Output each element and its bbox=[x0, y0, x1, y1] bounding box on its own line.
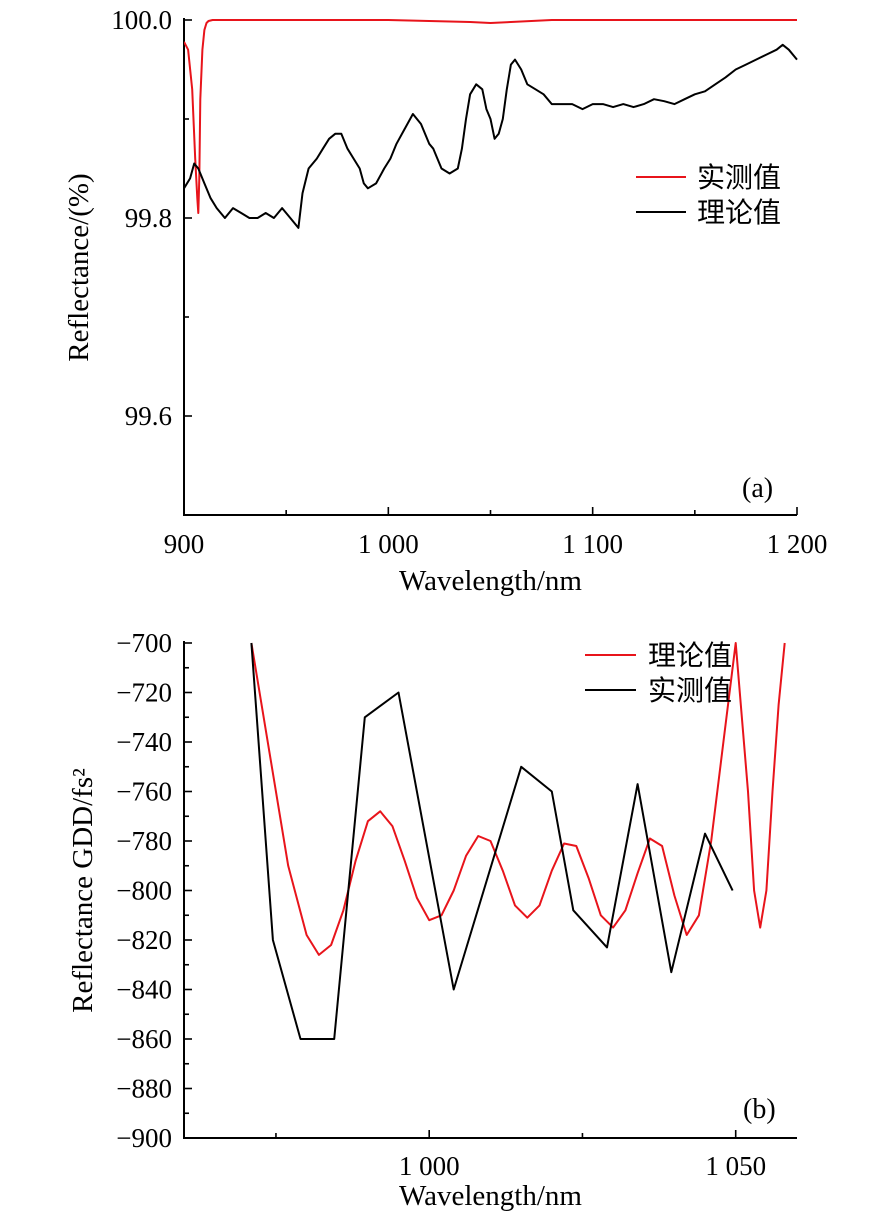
panel-a-legend-label: 理论值 bbox=[697, 196, 781, 229]
panel-b-y-tick-label: −760 bbox=[116, 777, 172, 807]
panel-a-legend-label: 实测值 bbox=[697, 161, 781, 194]
panel-b-x-tick-label: 1 000 bbox=[399, 1151, 460, 1181]
panel-a-x-tick-label: 1 000 bbox=[358, 529, 419, 559]
panel-a-reflectance-chart: 900 1 000 1 100 1 200 99.6 99.8 100.0 Wavelengt… bbox=[63, 5, 827, 597]
panel-b-y-tick-label: −800 bbox=[116, 876, 172, 906]
panel-b-x-axis-title: Wavelength/nm bbox=[399, 1180, 582, 1212]
panel-b-y-tick-label: −820 bbox=[116, 925, 172, 955]
panel-b-y-tick-label: −700 bbox=[116, 628, 172, 658]
panel-b-x-tick-label: 1 050 bbox=[705, 1151, 766, 1181]
panel-b-series-line-1 bbox=[250, 642, 786, 956]
panel-b-y-tick-label: −740 bbox=[116, 727, 172, 757]
panel-b-legend-label: 实测值 bbox=[648, 674, 732, 707]
panel-a-x-axis-title: Wavelength/nm bbox=[399, 565, 582, 597]
panel-a-series-line-1 bbox=[184, 19, 797, 214]
panel-b-legend-label: 理论值 bbox=[648, 639, 732, 672]
panel-a-x-tick-label: 1 100 bbox=[562, 529, 623, 559]
panel-b-series-line-2 bbox=[250, 642, 734, 1040]
panel-a-panel-label: (a) bbox=[742, 473, 773, 504]
panel-b-y-tick-label: −860 bbox=[116, 1024, 172, 1054]
panel-b-gdd-chart: 1 000 1 050 −900 −880 −860 −840 −820 −800 −780 −7… bbox=[67, 628, 797, 1212]
panel-a-y-axis-title: Reflectance/(%) bbox=[63, 173, 95, 361]
panel-a-series-line-2 bbox=[184, 43, 798, 229]
panel-b-y-tick-label: −720 bbox=[116, 678, 172, 708]
panel-b-panel-label: (b) bbox=[743, 1094, 776, 1125]
panel-b-y-tick-label: −840 bbox=[116, 975, 172, 1005]
panel-b-y-axis-title: Reflectance GDD/fs² bbox=[67, 768, 99, 1013]
panel-b-y-tick-label: −900 bbox=[116, 1123, 172, 1153]
panel-a-x-tick-label: 1 200 bbox=[767, 529, 828, 559]
panel-a-x-tick-label: 900 bbox=[164, 529, 205, 559]
panel-b-y-tick-label: −780 bbox=[116, 826, 172, 856]
panel-b-y-tick-label: −880 bbox=[116, 1074, 172, 1104]
panel-a-y-tick-label: 100.0 bbox=[111, 5, 172, 35]
panel-a-y-tick-label: 99.8 bbox=[125, 203, 172, 233]
panel-a-y-tick-label: 99.6 bbox=[125, 401, 172, 431]
